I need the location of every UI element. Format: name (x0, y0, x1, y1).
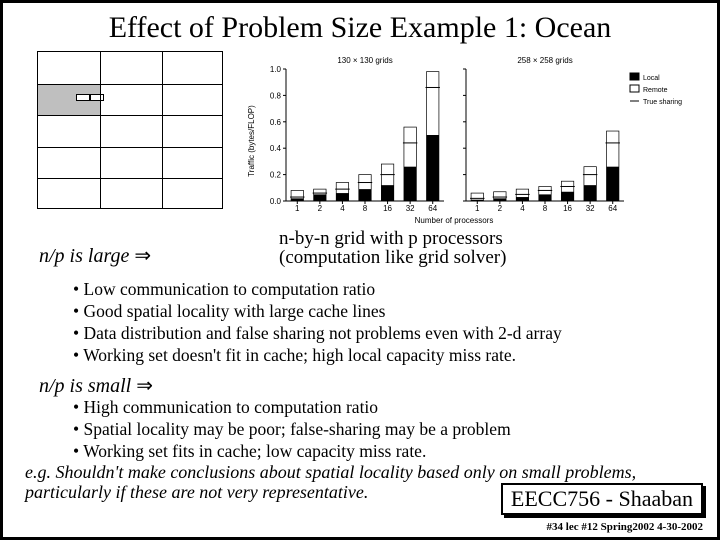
svg-text:0.6: 0.6 (270, 118, 282, 127)
chart-svg: Traffic (bytes/FLOP) Number of processors… (235, 51, 703, 227)
bullet-item: Data distribution and false sharing not … (73, 323, 562, 345)
svg-text:Local: Local (643, 75, 660, 82)
svg-text:Number of processors: Number of processors (415, 216, 494, 225)
svg-text:16: 16 (383, 204, 392, 213)
svg-text:2: 2 (498, 204, 503, 213)
grid-vline (162, 52, 163, 208)
svg-text:8: 8 (363, 204, 368, 213)
np-small-label: n/p is small (39, 375, 131, 397)
tiny-box-2 (90, 94, 104, 101)
svg-text:0.2: 0.2 (270, 171, 282, 180)
bullet-item: Spatial locality may be poor; false-shar… (73, 419, 511, 441)
svg-text:0.0: 0.0 (270, 197, 282, 206)
bullet-item: Good spatial locality with large cache l… (73, 301, 562, 323)
bullets-large: Low communication to computation ratioGo… (73, 279, 562, 367)
svg-text:0.8: 0.8 (270, 91, 282, 100)
svg-text:1: 1 (295, 204, 300, 213)
svg-text:1: 1 (475, 204, 480, 213)
svg-text:258 × 258 grids: 258 × 258 grids (517, 56, 572, 65)
svg-text:True sharing: True sharing (643, 99, 682, 106)
bullets-small: High communication to computation ratioS… (73, 397, 511, 463)
svg-text:Traffic (bytes/FLOP): Traffic (bytes/FLOP) (247, 105, 256, 177)
bullet-item: Working set fits in cache; low capacity … (73, 441, 511, 463)
svg-text:4: 4 (340, 204, 345, 213)
arrow-icon: ⇒ (134, 245, 151, 267)
grid-diagram (37, 51, 223, 209)
top-row: Traffic (bytes/FLOP) Number of processors… (17, 51, 703, 227)
np-large-heading: n/p is large ⇒ (39, 243, 151, 268)
grid-hline (38, 115, 222, 116)
course-box: EECC756 - Shaaban (501, 483, 703, 515)
np-small-heading: n/p is small ⇒ (39, 373, 153, 398)
bullet-item: Low communication to computation ratio (73, 279, 562, 301)
np-large-label: n/p is large (39, 245, 129, 267)
desc-line-1: n-by-n grid with p processors (279, 228, 503, 249)
svg-text:64: 64 (428, 204, 437, 213)
desc-line-2: (computation like grid solver) (279, 247, 506, 268)
svg-text:1.0: 1.0 (270, 65, 282, 74)
arrow-icon: ⇒ (136, 375, 153, 397)
svg-text:130 × 130 grids: 130 × 130 grids (337, 56, 392, 65)
svg-text:8: 8 (543, 204, 548, 213)
grid-hline (38, 147, 222, 148)
slide: Effect of Problem Size Example 1: Ocean … (0, 0, 720, 540)
svg-text:4: 4 (520, 204, 525, 213)
footer-text: #34 lec #12 Spring2002 4-30-2002 (547, 521, 703, 533)
grid-description: n-by-n grid with p processors (computati… (279, 229, 506, 267)
svg-text:2: 2 (318, 204, 323, 213)
svg-text:Remote: Remote (643, 87, 668, 94)
svg-text:32: 32 (406, 204, 415, 213)
grid-vline (100, 52, 101, 208)
tiny-box-1 (76, 94, 90, 101)
slide-title: Effect of Problem Size Example 1: Ocean (17, 11, 703, 45)
grid-hline (38, 178, 222, 179)
bullet-item: High communication to computation ratio (73, 397, 511, 419)
bullet-item: Working set doesn't fit in cache; high l… (73, 345, 562, 367)
svg-text:32: 32 (586, 204, 595, 213)
grid-hline (38, 84, 222, 85)
svg-text:0.4: 0.4 (270, 144, 282, 153)
svg-text:16: 16 (563, 204, 572, 213)
svg-text:64: 64 (608, 204, 617, 213)
traffic-chart: Traffic (bytes/FLOP) Number of processors… (235, 51, 703, 227)
